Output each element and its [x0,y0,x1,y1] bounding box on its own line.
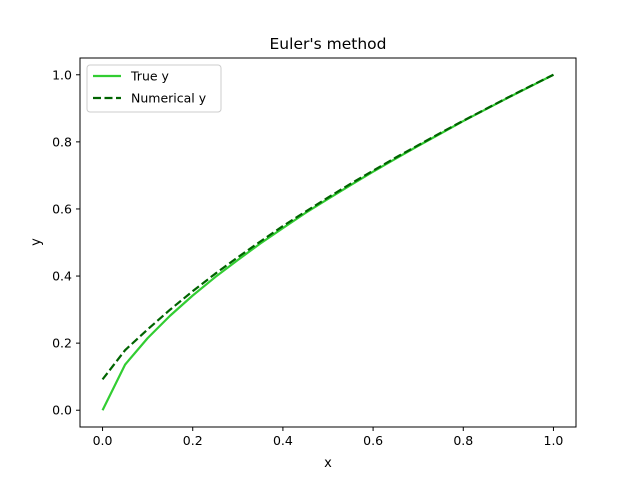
x-tick-label: 1.0 [544,433,564,448]
x-tick-label: 0.4 [273,433,293,448]
y-axis-label: y [29,238,44,246]
plot-area [101,73,554,411]
x-axis-ticks: 0.0 0.2 0.4 0.6 0.8 1.0 [93,427,564,448]
y-tick-label: 0.0 [52,403,72,418]
y-tick-label: 0.2 [52,336,72,351]
x-tick-label: 0.6 [363,433,383,448]
y-axis-ticks: 0.0 0.2 0.4 0.6 0.8 1.0 [52,67,80,418]
legend: True y Numerical y [86,64,222,113]
x-tick-label: 0.0 [93,433,113,448]
series-line-true-y [101,73,554,411]
legend-label-true-y: True y [130,69,170,84]
legend-label-numerical-y: Numerical y [131,91,207,106]
x-tick-label: 0.8 [453,433,473,448]
axes-frame [79,57,577,428]
x-axis-label: x [324,456,332,471]
chart-title: Euler's method [270,35,387,53]
series-line-numerical-y [101,73,554,381]
y-tick-label: 0.6 [52,201,72,216]
x-tick-label: 0.2 [183,433,203,448]
y-tick-label: 0.8 [52,134,72,149]
y-tick-label: 0.4 [52,269,72,284]
y-tick-label: 1.0 [52,67,72,82]
